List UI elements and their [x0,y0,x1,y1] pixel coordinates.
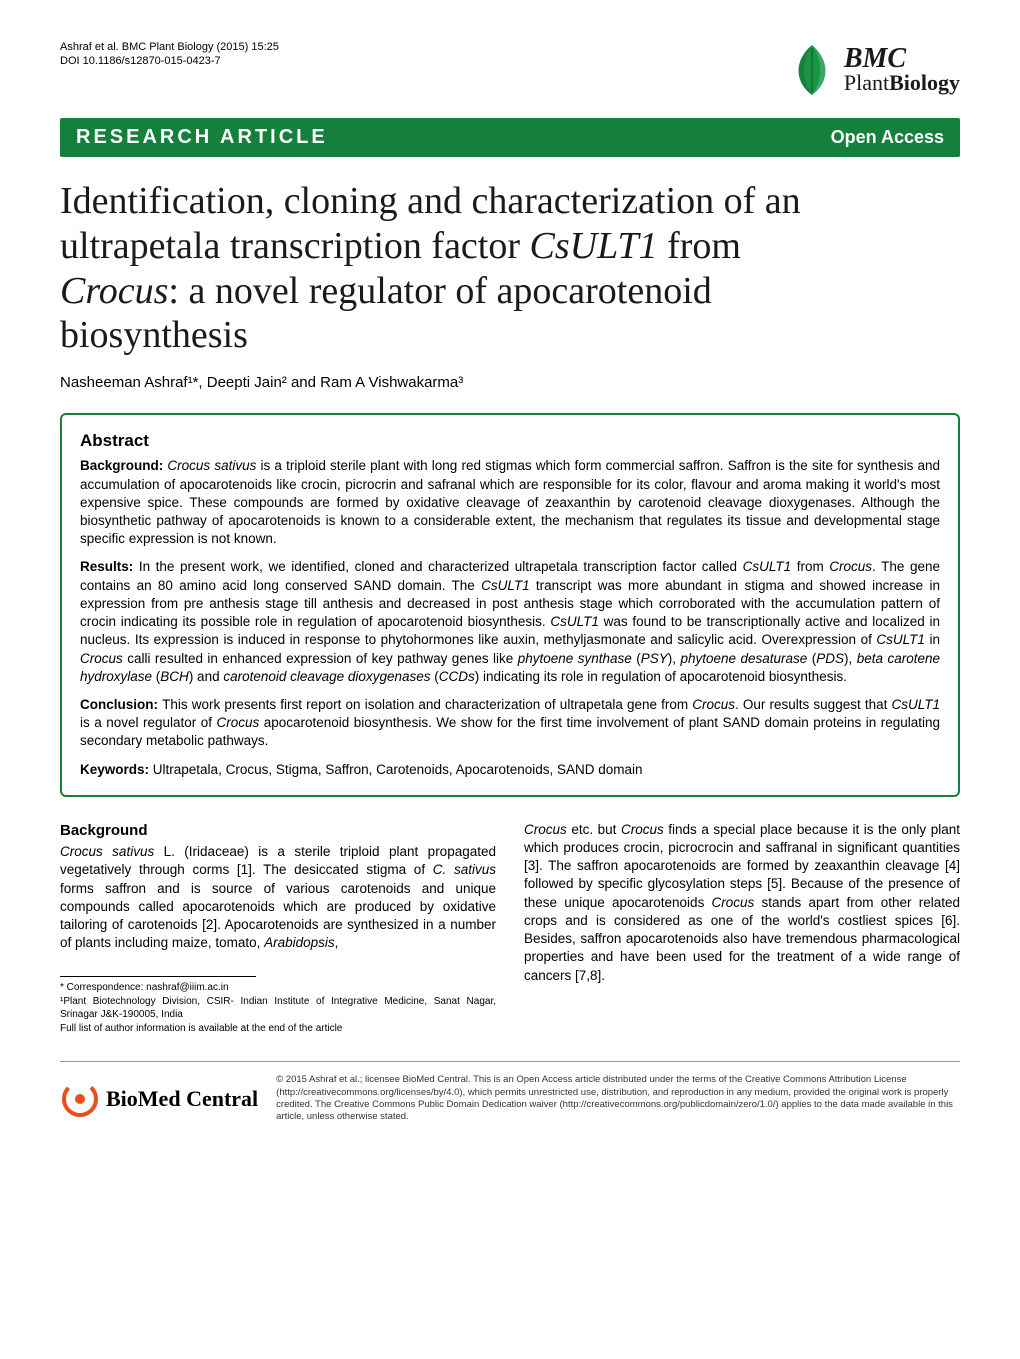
correspondence-affiliation: ¹Plant Biotechnology Division, CSIR- Ind… [60,995,496,1022]
abstract-heading: Abstract [80,431,940,451]
page-container: Ashraf et al. BMC Plant Biology (2015) 1… [0,0,1020,1154]
article-type-label: RESEARCH ARTICLE [76,126,328,149]
abstract-box: Abstract Background: Crocus sativus is a… [60,413,960,797]
correspondence-note: Full list of author information is avail… [60,1022,496,1036]
logo-journal-text: PlantBiology [844,73,960,94]
biomed-central-text: BioMed Central [106,1086,258,1112]
license-row: BioMed Central © 2015 Ashraf et al.; lic… [60,1061,960,1123]
abstract-conclusion: Conclusion: This work presents first rep… [80,696,940,751]
logo-bmc-text: BMC [844,46,960,73]
license-text: © 2015 Ashraf et al.; licensee BioMed Ce… [276,1074,960,1123]
correspondence-divider [60,976,256,977]
background-col1-text: Crocus sativus L. (Iridaceae) is a steri… [60,843,496,952]
correspondence-email: * Correspondence: nashraf@iiim.ac.in [60,981,496,995]
bmc-leaf-icon [782,40,842,100]
journal-logo: BMC PlantBiology [782,40,960,100]
header-row: Ashraf et al. BMC Plant Biology (2015) 1… [60,40,960,100]
citation-block: Ashraf et al. BMC Plant Biology (2015) 1… [60,40,279,69]
article-type-banner: RESEARCH ARTICLE Open Access [60,118,960,157]
bmc-circle-icon [60,1079,100,1119]
abstract-keywords: Keywords: Ultrapetala, Crocus, Stigma, S… [80,761,940,779]
article-title: Identification, cloning and characteriza… [60,179,960,358]
citation-line: Ashraf et al. BMC Plant Biology (2015) 1… [60,40,279,54]
column-right: Crocus etc. but Crocus finds a special p… [524,821,960,1036]
authors-line: Nasheeman Ashraf¹*, Deepti Jain² and Ram… [60,374,960,391]
doi-line: DOI 10.1186/s12870-015-0423-7 [60,54,279,68]
abstract-background: Background: Crocus sativus is a triploid… [80,457,940,548]
logo-text-block: BMC PlantBiology [844,46,960,93]
abstract-results: Results: In the present work, we identif… [80,558,940,686]
biomed-central-logo: BioMed Central [60,1079,258,1119]
correspondence-block: * Correspondence: nashraf@iiim.ac.in ¹Pl… [60,981,496,1035]
body-columns: Background Crocus sativus L. (Iridaceae)… [60,821,960,1036]
background-col2-text: Crocus etc. but Crocus finds a special p… [524,821,960,985]
column-left: Background Crocus sativus L. (Iridaceae)… [60,821,496,1036]
background-heading: Background [60,821,496,841]
open-access-label: Open Access [831,127,944,148]
